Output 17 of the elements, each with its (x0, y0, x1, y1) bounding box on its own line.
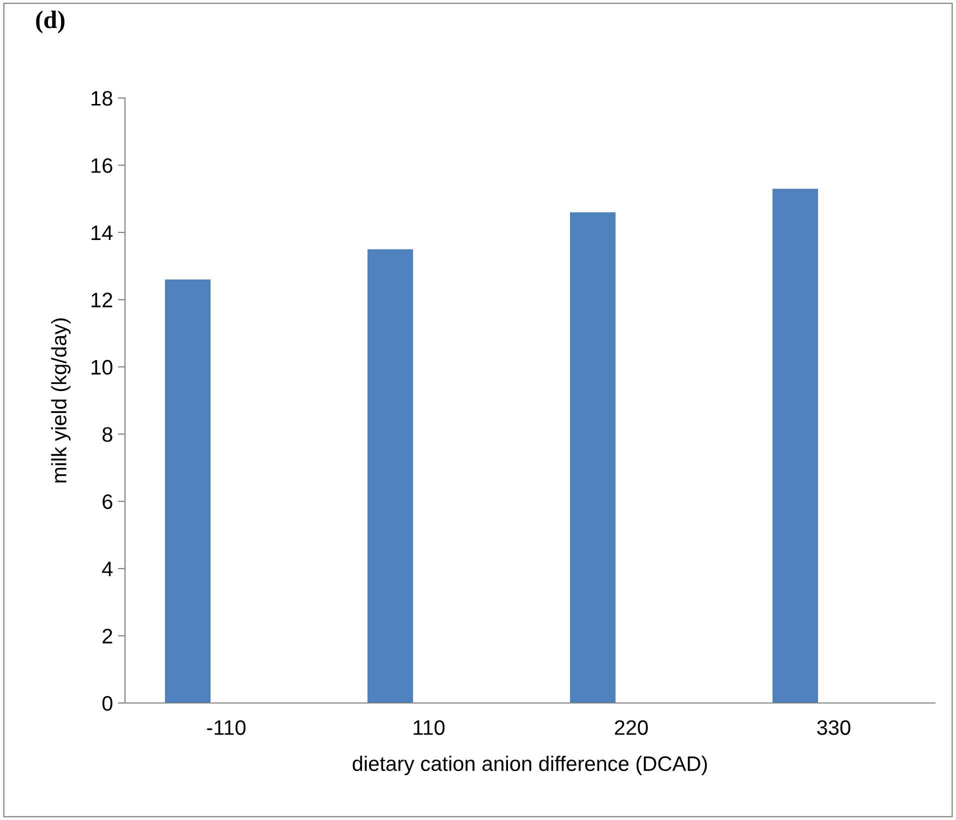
x-tick-label: 330 (817, 720, 850, 735)
y-tick-label: 0 (102, 696, 112, 711)
chart-title: (d) (36, 10, 64, 34)
y-tick-label: 14 (92, 226, 113, 240)
y-tick-label: 16 (92, 158, 112, 173)
y-tick-label: 2 (102, 628, 112, 644)
y-tick-label: 18 (92, 91, 112, 106)
x-tick-label: 110 (414, 720, 445, 735)
y-tick-label: 12 (92, 292, 112, 308)
y-axis-title: milk yield (kg/day) (51, 318, 71, 482)
x-axis-title: dietary cation anion difference (DCAD) (352, 756, 707, 776)
y-tick-label: 10 (92, 360, 112, 375)
x-tick-label: -110 (207, 720, 246, 735)
x-tick-label: 220 (614, 720, 648, 735)
y-tick-label: 6 (102, 494, 112, 510)
y-tick-label: 8 (102, 427, 112, 442)
y-tick-label: 4 (102, 562, 113, 576)
